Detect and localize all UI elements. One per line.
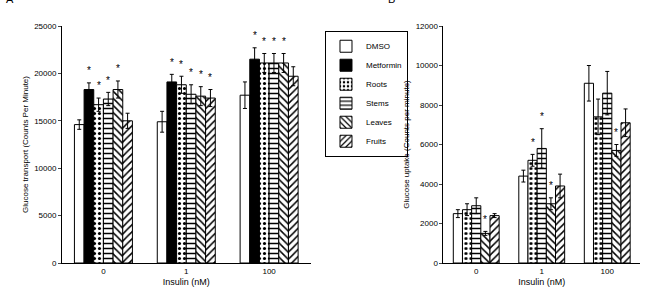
svg-text:Glucose uptake (Counts per min: Glucose uptake (Counts per minute): [402, 80, 411, 209]
svg-text:15000: 15000: [34, 117, 57, 126]
svg-text:*: *: [531, 137, 535, 148]
svg-text:*: *: [614, 127, 618, 138]
svg-text:*: *: [272, 36, 276, 47]
svg-text:*: *: [208, 72, 212, 83]
svg-text:*: *: [179, 59, 183, 70]
svg-text:100: 100: [262, 267, 276, 276]
svg-text:*: *: [189, 67, 193, 78]
svg-text:Glucose transport (Counts Per: Glucose transport (Counts Per Minute): [21, 76, 30, 213]
svg-text:*: *: [116, 63, 120, 74]
svg-text:*: *: [87, 65, 91, 76]
svg-text:Insulin (nM): Insulin (nM): [163, 277, 210, 287]
svg-text:*: *: [549, 180, 553, 191]
svg-text:10000: 10000: [34, 164, 57, 173]
svg-text:4000: 4000: [420, 180, 438, 189]
svg-text:25000: 25000: [34, 22, 57, 31]
svg-text:8000: 8000: [420, 101, 438, 110]
svg-text:Leaves: Leaves: [366, 118, 392, 127]
svg-text:*: *: [262, 36, 266, 47]
svg-text:*: *: [282, 36, 286, 47]
svg-text:10000: 10000: [416, 61, 439, 70]
svg-text:20000: 20000: [34, 69, 57, 78]
svg-text:Roots: Roots: [366, 80, 387, 89]
svg-text:*: *: [253, 30, 257, 41]
svg-text:A: A: [6, 0, 14, 5]
svg-text:*: *: [483, 214, 487, 225]
svg-text:0: 0: [101, 267, 106, 276]
svg-text:*: *: [199, 69, 203, 80]
svg-text:*: *: [106, 75, 110, 86]
svg-text:1: 1: [540, 267, 545, 276]
svg-text:*: *: [540, 111, 544, 122]
svg-text:0: 0: [52, 259, 57, 268]
svg-text:100: 100: [601, 267, 615, 276]
svg-text:Metformin: Metformin: [366, 61, 402, 70]
svg-text:2000: 2000: [420, 219, 438, 228]
svg-text:5000: 5000: [39, 211, 57, 220]
svg-text:*: *: [170, 57, 174, 68]
svg-text:Fruits: Fruits: [366, 137, 386, 146]
svg-text:12000: 12000: [416, 22, 439, 31]
svg-text:0: 0: [433, 259, 438, 268]
svg-text:B: B: [388, 0, 395, 5]
svg-text:1: 1: [184, 267, 189, 276]
svg-text:DMSO: DMSO: [366, 42, 390, 51]
svg-text:Stems: Stems: [366, 99, 389, 108]
svg-text:0: 0: [474, 267, 479, 276]
svg-text:Insulin (nM): Insulin (nM): [518, 277, 565, 287]
svg-text:*: *: [97, 80, 101, 91]
svg-text:6000: 6000: [420, 140, 438, 149]
